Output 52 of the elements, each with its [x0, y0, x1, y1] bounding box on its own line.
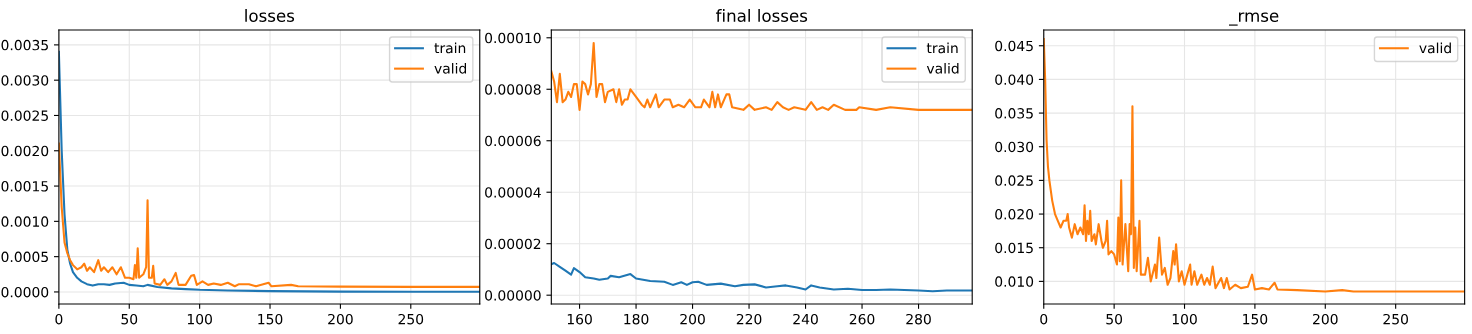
y-tick-label: 0.025	[995, 175, 1033, 186]
y-tick-label: 0.00004	[485, 187, 541, 198]
y-tick-label: 0.045	[995, 40, 1033, 52]
x-tick-label: 280	[906, 313, 931, 325]
y-tick-label: 0.030	[995, 141, 1034, 153]
x-tick-label: 160	[567, 313, 592, 325]
y-tick-label: 0.00000	[485, 290, 541, 301]
y-tick-label: 0.0030	[1, 75, 49, 86]
x-tick-label: 100	[1172, 313, 1197, 325]
x-tick-label: 50	[121, 313, 138, 325]
chart-title: _rmse	[1229, 12, 1279, 26]
x-tick-label: 240	[793, 313, 818, 325]
x-tick-label: 0	[55, 313, 63, 325]
legend-label: train	[926, 42, 958, 54]
legend-label: train	[434, 42, 466, 54]
x-tick-label: 250	[1383, 313, 1408, 325]
x-tick-label: 260	[849, 313, 875, 325]
y-tick-label: 0.0005	[1, 251, 48, 263]
chart-title: final losses	[715, 9, 808, 22]
x-tick-label: 50	[1106, 313, 1123, 325]
y-tick-label: 0.010	[995, 276, 1034, 287]
y-tick-label: 0.0000	[1, 286, 49, 298]
legend-label: valid	[926, 62, 959, 74]
x-tick-label: 0	[1040, 313, 1048, 325]
y-tick-label: 0.00010	[485, 32, 541, 44]
legend-label: valid	[1419, 42, 1451, 54]
x-tick-label: 150	[1243, 313, 1268, 325]
y-tick-label: 0.00006	[485, 135, 541, 147]
y-tick-label: 0.020	[995, 209, 1034, 220]
x-tick-label: 150	[258, 313, 283, 325]
x-tick-label: 100	[187, 313, 212, 325]
x-tick-label: 250	[398, 313, 424, 325]
x-tick-label: 200	[680, 313, 705, 325]
line-series	[551, 41, 973, 111]
y-tick-label: 0.00002	[485, 238, 541, 250]
y-tick-label: 0.0035	[1, 39, 48, 51]
chart-title: losses	[245, 9, 295, 22]
y-tick-label: 0.0015	[1, 181, 48, 192]
x-tick-label: 200	[328, 313, 353, 325]
y-tick-label: 0.0020	[1, 145, 49, 157]
x-tick-label: 220	[736, 313, 762, 325]
y-tick-label: 0.040	[995, 74, 1034, 85]
y-tick-label: 0.035	[995, 108, 1033, 119]
x-tick-label: 200	[1313, 313, 1338, 325]
x-tick-label: 180	[624, 313, 649, 325]
line-series	[1043, 37, 1465, 293]
y-tick-label: 0.0025	[1, 110, 48, 121]
y-tick-label: 0.00008	[485, 84, 541, 95]
legend-label: valid	[434, 62, 466, 74]
y-tick-label: 0.015	[995, 242, 1033, 254]
line-series	[551, 261, 973, 293]
y-tick-label: 0.0010	[1, 216, 49, 227]
